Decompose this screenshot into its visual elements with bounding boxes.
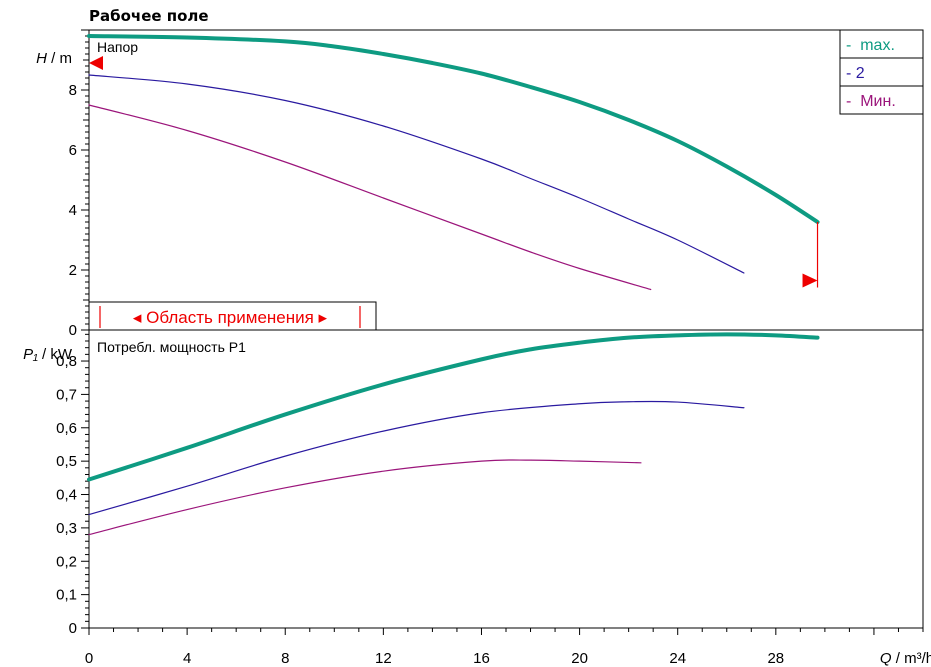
power-y-tick-label: 0,2	[56, 553, 77, 570]
x-tick-label: 24	[669, 650, 686, 667]
head-curve-max	[87, 34, 820, 224]
range-label: ◂ Область применения ▸	[133, 308, 328, 327]
curves-layer	[87, 34, 820, 536]
head-y-axis-label: H / m	[36, 50, 72, 67]
power-plot-frame	[88, 329, 924, 629]
x-axis-label: Q / m³/h	[880, 650, 931, 667]
legend-box	[839, 29, 924, 115]
x-tick-label: 16	[473, 650, 490, 667]
power-panel-label: Потребл. мощность P1	[97, 339, 246, 355]
range-marker-left	[89, 56, 103, 70]
power-y-tick-label: 0,8	[56, 353, 77, 370]
head-curve-mid	[88, 74, 745, 274]
range-box	[88, 301, 377, 331]
power-y-axis-label: P₁ / kW	[23, 346, 73, 363]
head-y-tick-label: 0	[69, 322, 77, 339]
power-y-tick-label: 0	[69, 620, 77, 637]
legend-entry-min: - Мин.	[846, 93, 896, 110]
head-y-tick-label: 8	[69, 82, 77, 99]
power-y-tick-label: 0,4	[56, 487, 77, 504]
x-tick-label: 8	[281, 650, 289, 667]
x-tick-label: 20	[571, 650, 588, 667]
head-curve-min	[88, 104, 652, 291]
chart-title: Рабочее поле	[89, 7, 209, 25]
power-curve-mid	[88, 400, 745, 516]
head-y-tick-label: 2	[69, 262, 77, 279]
x-tick-label: 12	[375, 650, 392, 667]
head-y-tick-label: 6	[69, 142, 77, 159]
power-y-tick-label: 0,1	[56, 587, 77, 604]
head-panel-label: Напор	[97, 39, 138, 55]
x-tick-label: 4	[183, 650, 191, 667]
head-plot-frame	[88, 29, 924, 331]
legend-entry-mid: - 2	[846, 65, 865, 82]
range-marker-right	[802, 273, 818, 288]
power-curve-min	[88, 459, 642, 536]
x-tick-label: 0	[85, 650, 93, 667]
power-y-tick-label: 0,6	[56, 420, 77, 437]
head-y-tick-label: 4	[69, 202, 77, 219]
power-y-tick-label: 0,3	[56, 520, 77, 537]
power-y-tick-label: 0,5	[56, 453, 77, 470]
overlay-layer: ◂ Область применения ▸ - max. - 2 - Мин.	[88, 29, 924, 331]
legend-entry-max: - max.	[846, 37, 895, 54]
power-curve-max	[87, 332, 820, 482]
x-tick-label: 28	[767, 650, 784, 667]
power-y-tick-label: 0,7	[56, 386, 77, 403]
